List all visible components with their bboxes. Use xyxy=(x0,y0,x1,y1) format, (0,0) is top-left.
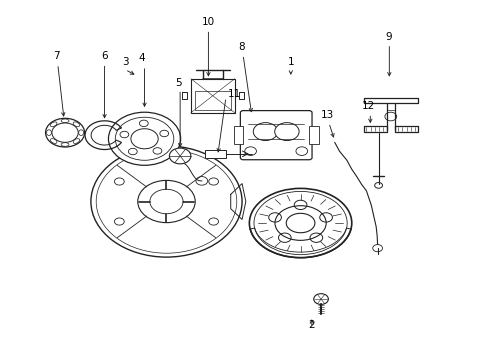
Bar xyxy=(308,126,318,144)
Circle shape xyxy=(253,123,277,140)
Circle shape xyxy=(313,294,328,305)
FancyBboxPatch shape xyxy=(240,111,311,160)
Bar xyxy=(190,79,234,113)
Text: 5: 5 xyxy=(175,78,182,88)
Text: 12: 12 xyxy=(362,102,375,112)
Text: 3: 3 xyxy=(122,57,128,67)
Text: 1: 1 xyxy=(287,57,294,67)
Bar xyxy=(194,91,230,110)
Text: 10: 10 xyxy=(201,17,214,27)
Circle shape xyxy=(108,112,180,165)
Text: 8: 8 xyxy=(238,42,245,52)
Bar xyxy=(233,126,243,144)
Bar xyxy=(204,149,225,158)
Text: 9: 9 xyxy=(384,32,391,41)
Circle shape xyxy=(274,123,299,140)
Text: 7: 7 xyxy=(53,51,60,61)
Text: 2: 2 xyxy=(308,320,314,330)
Text: 4: 4 xyxy=(139,53,145,63)
Text: 6: 6 xyxy=(101,51,107,61)
Circle shape xyxy=(169,148,190,164)
Text: 13: 13 xyxy=(320,111,333,121)
Text: 11: 11 xyxy=(228,89,241,99)
